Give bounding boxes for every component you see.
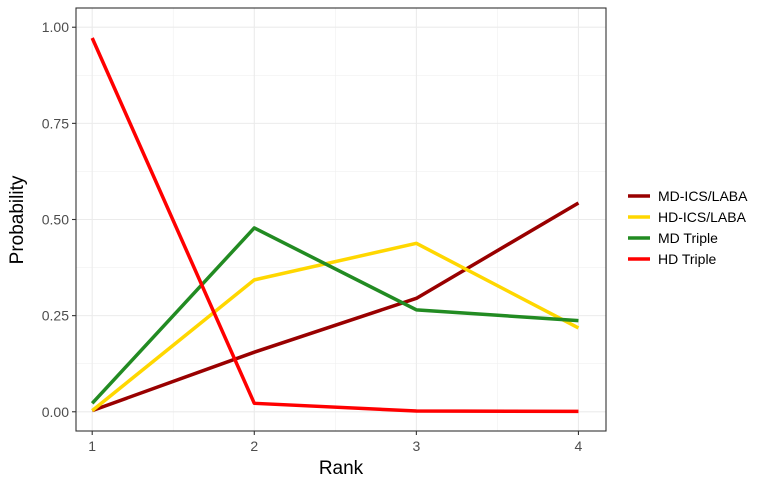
y-tick-label: 1.00 [42, 19, 69, 35]
series-lines [90, 37, 580, 414]
series-line-md-ics-laba [91, 201, 580, 413]
y-tick-label: 0.00 [42, 404, 69, 420]
axis-ticks: 0.00 0.25 0.50 0.75 1.00 1 2 3 4 [42, 19, 583, 454]
series-line-hd-ics-laba [91, 241, 580, 412]
y-tick-label: 0.75 [42, 115, 69, 131]
series-line-md-triple [90, 226, 579, 405]
x-tick-label: 2 [250, 438, 258, 454]
y-tick-label: 0.50 [42, 212, 69, 228]
x-tick-label: 1 [88, 438, 96, 454]
legend-label-md-triple: MD Triple [658, 230, 718, 246]
y-tick-label: 0.25 [42, 308, 69, 324]
legend-label-hd-ics-laba: HD-ICS/LABA [658, 209, 747, 225]
series-line-hd-triple [90, 37, 579, 414]
legend: MD-ICS/LABA HD-ICS/LABA MD Triple HD Triple [628, 188, 748, 267]
legend-label-md-ics-laba: MD-ICS/LABA [658, 188, 748, 204]
x-axis-title: Rank [319, 458, 364, 479]
x-tick-label: 4 [575, 438, 583, 454]
legend-label-hd-triple: HD Triple [658, 251, 717, 267]
gridlines [76, 8, 606, 431]
x-tick-label: 3 [412, 438, 420, 454]
y-axis-title: Probability [7, 175, 28, 264]
